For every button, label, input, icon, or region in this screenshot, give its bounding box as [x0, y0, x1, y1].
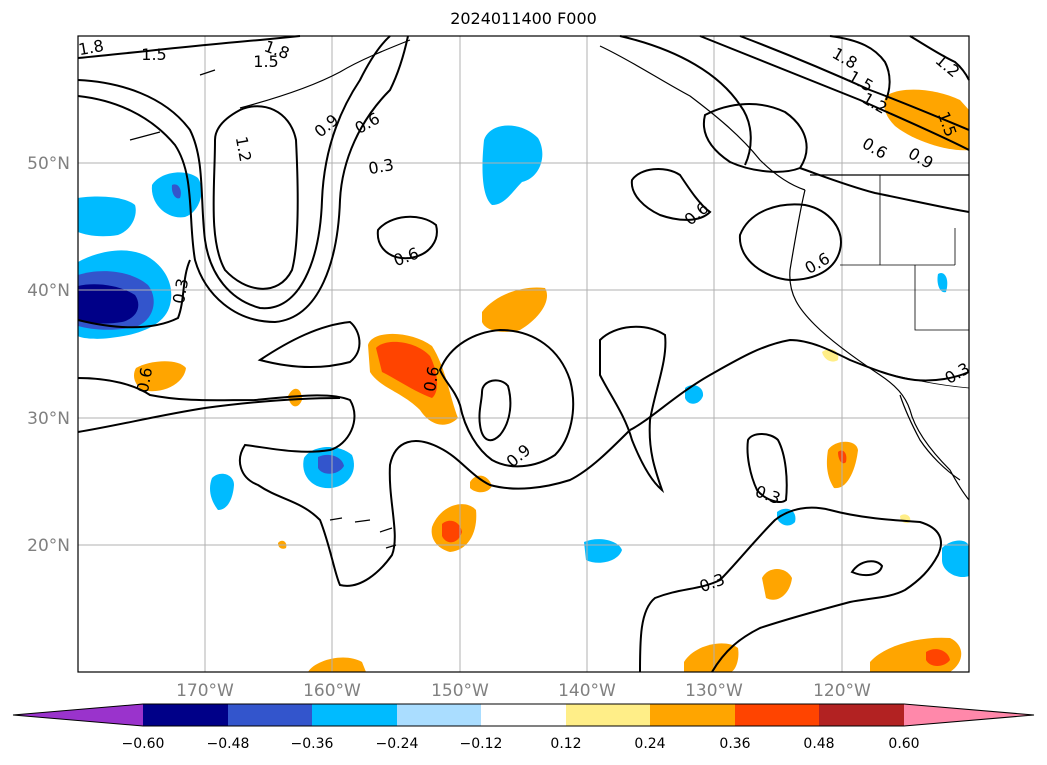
negative-area: [78, 284, 139, 324]
contour-line: [746, 433, 788, 503]
contour-label: 0.3: [367, 155, 395, 178]
colorbar: −0.60 −0.48 −0.36 −0.24 −0.12 0.12 0.24 …: [12, 703, 1035, 752]
contour-line: [77, 35, 409, 324]
contour-line: [77, 35, 391, 310]
lon-label-160: 160°W: [303, 681, 361, 701]
contour-label: 1.2: [232, 135, 255, 163]
contour-line: [257, 320, 361, 369]
contour-label: 1.5: [253, 52, 278, 71]
contour-line: [619, 35, 752, 166]
lat-label-50: 50°N: [27, 154, 70, 174]
positive-area: [308, 657, 366, 672]
positive-area: [288, 388, 302, 407]
colorbar-tick-label: 0.12: [550, 736, 581, 752]
colorbar-outline: [12, 703, 1035, 727]
contour-line: [738, 203, 842, 282]
hawaii-islands: [329, 517, 397, 549]
aleutian-chain: [239, 39, 411, 109]
negative-area: [78, 196, 136, 237]
contour-line: [77, 35, 301, 59]
contour-label: 1.8: [77, 36, 105, 59]
negative-area: [318, 454, 344, 474]
contour-line: [599, 325, 667, 494]
contour-line: [77, 377, 631, 587]
contour-label: 0.3: [169, 277, 192, 305]
negative-area: [777, 508, 796, 526]
lon-label-130: 130°W: [685, 681, 743, 701]
colorbar-tick-label: 0.48: [803, 736, 834, 752]
negative-area: [942, 540, 969, 578]
negative-area: [937, 272, 948, 293]
contour-line: [438, 328, 575, 468]
colorbar-segment: [819, 704, 904, 726]
colorbar-segment: [735, 704, 819, 726]
colorbar-segment: [312, 704, 397, 726]
colorbar-segment: [397, 704, 481, 726]
lon-label-150: 150°W: [431, 681, 489, 701]
contour-line: [639, 506, 942, 673]
negative-area: [482, 125, 543, 205]
colorbar-tick-label: −0.48: [207, 736, 250, 752]
colorbar-tick-label: 0.36: [719, 736, 750, 752]
colorbar-segment: [566, 704, 650, 726]
contour-line: [829, 35, 891, 101]
baja-coast: [899, 394, 961, 481]
lat-label-20: 20°N: [27, 536, 70, 556]
colorbar-tick-label: −0.12: [460, 736, 503, 752]
lon-label-170: 170°W: [176, 681, 234, 701]
contour-label: 0.6: [133, 366, 156, 394]
positive-area: [482, 287, 548, 332]
contour-line: [739, 35, 970, 131]
positive-area: [470, 475, 492, 493]
positive-area: [926, 649, 950, 666]
positive-area: [442, 520, 462, 543]
alaska-coast: [599, 45, 806, 191]
positive-area: [762, 569, 792, 600]
colorbar-segment: [481, 704, 566, 726]
lat-label-30: 30°N: [27, 409, 70, 429]
contour-line: [77, 259, 191, 329]
contour-line: [212, 105, 299, 290]
contour-label: 0.6: [420, 365, 443, 393]
anomaly-shading: [78, 89, 969, 672]
contour-line: [630, 168, 712, 221]
colorbar-tick-label: −0.36: [291, 736, 334, 752]
contour-line: [799, 167, 970, 213]
colorbar-tick-label: 0.24: [634, 736, 665, 752]
positive-area: [134, 361, 186, 392]
negative-area: [171, 184, 181, 199]
lat-label-40: 40°N: [27, 281, 70, 301]
colorbar-extend-low: [13, 704, 143, 726]
contour-line: [77, 397, 341, 433]
state-border: [914, 265, 969, 331]
contour-line: [699, 35, 970, 151]
negative-area: [685, 385, 704, 404]
negative-area: [210, 473, 234, 510]
colorbar-tick-label: −0.60: [122, 736, 165, 752]
contour-line: [376, 215, 438, 260]
graticule: [78, 36, 969, 672]
colorbar-segment: [228, 704, 312, 726]
colorbar-extend-high: [904, 704, 1034, 726]
map-title: 2024011400 F000: [450, 9, 597, 28]
map-frame: [77, 35, 970, 673]
colorbar-segment: [143, 704, 228, 726]
contours: [77, 35, 970, 673]
positive-area: [684, 643, 739, 672]
contour-line: [909, 35, 970, 81]
contour-line: [629, 338, 970, 431]
colorbar-tick-label: 0.60: [888, 736, 919, 752]
contour-line: [850, 560, 884, 577]
contour-label: 1.5: [141, 45, 166, 64]
positive-area: [376, 341, 438, 398]
lon-label-120: 120°W: [813, 681, 871, 701]
lon-label-140: 140°W: [558, 681, 616, 701]
island-fragments: [129, 69, 216, 141]
colorbar-segment: [650, 704, 735, 726]
contour-line: [478, 379, 512, 442]
colorbar-tick-label: −0.24: [376, 736, 419, 752]
